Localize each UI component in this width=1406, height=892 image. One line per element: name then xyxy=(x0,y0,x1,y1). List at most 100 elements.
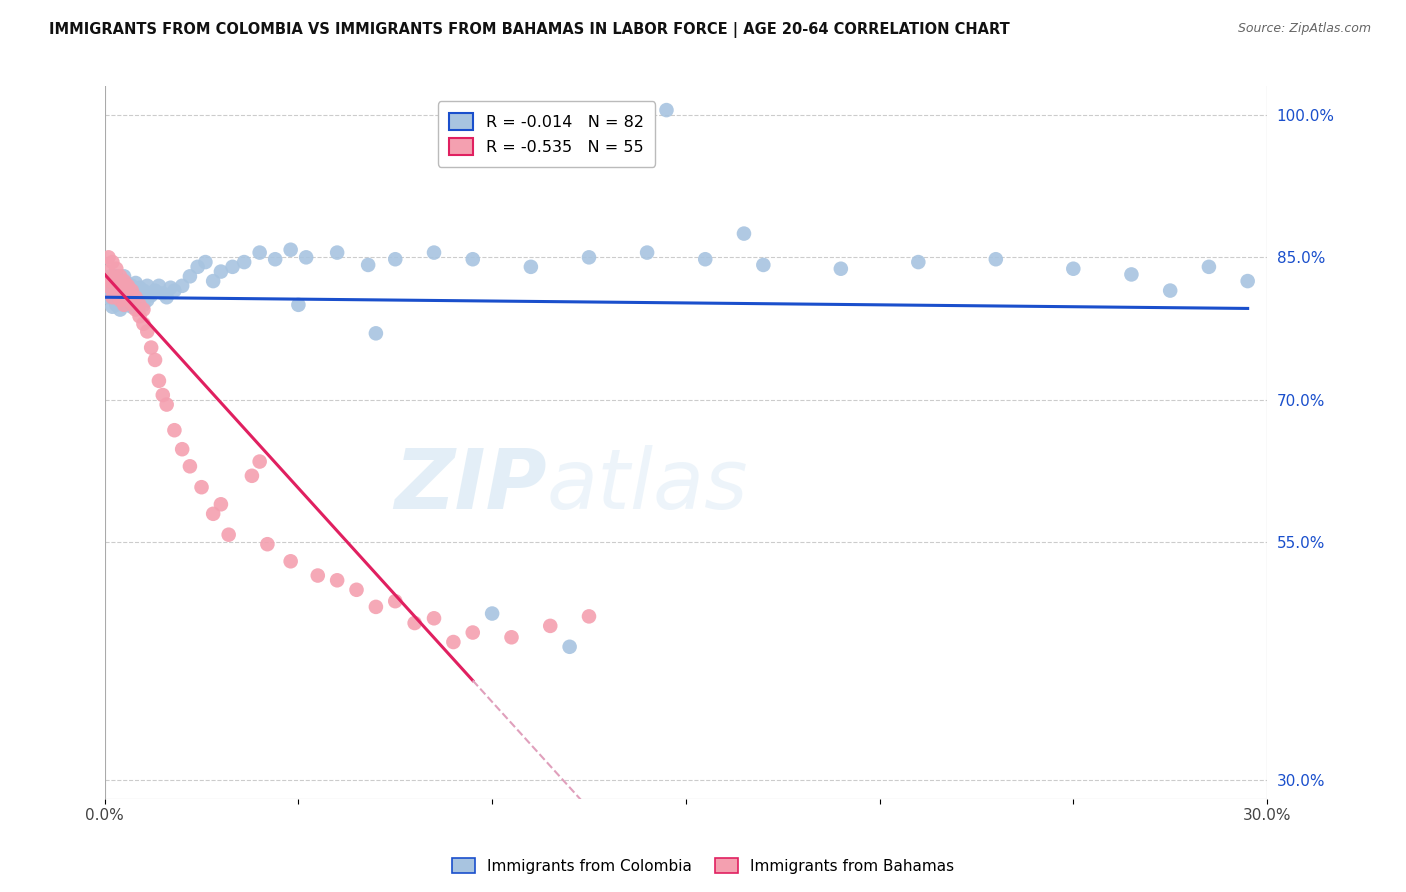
Point xyxy=(520,260,543,274)
Point xyxy=(163,284,186,298)
Point xyxy=(221,260,243,274)
Point xyxy=(101,271,124,285)
Point xyxy=(202,507,225,521)
Point xyxy=(117,286,139,301)
Point xyxy=(280,554,302,568)
Point xyxy=(461,625,484,640)
Point xyxy=(111,288,134,302)
Point xyxy=(159,281,181,295)
Point xyxy=(364,599,387,614)
Point xyxy=(209,497,232,511)
Point xyxy=(107,291,129,305)
Point xyxy=(112,269,135,284)
Point xyxy=(636,245,658,260)
Point xyxy=(357,258,380,272)
Point xyxy=(136,278,159,293)
Point xyxy=(97,250,120,264)
Point xyxy=(538,619,561,633)
Point xyxy=(121,284,143,298)
Point xyxy=(101,277,124,291)
Point xyxy=(1236,274,1258,288)
Point xyxy=(249,454,271,468)
Point xyxy=(101,290,124,304)
Point xyxy=(295,250,318,264)
Point xyxy=(233,255,256,269)
Point xyxy=(187,260,209,274)
Point xyxy=(105,261,128,276)
Point xyxy=(264,252,287,267)
Point xyxy=(112,286,135,301)
Point xyxy=(830,261,852,276)
Point xyxy=(128,310,150,324)
Point xyxy=(179,459,201,474)
Point xyxy=(152,286,174,301)
Text: ZIP: ZIP xyxy=(394,445,547,525)
Point xyxy=(240,468,263,483)
Point xyxy=(307,568,329,582)
Point xyxy=(108,284,131,298)
Point xyxy=(105,288,128,302)
Point xyxy=(190,480,212,494)
Point xyxy=(124,285,146,300)
Point xyxy=(96,278,118,293)
Point xyxy=(578,609,600,624)
Point xyxy=(112,284,135,298)
Point xyxy=(249,245,271,260)
Point xyxy=(163,423,186,437)
Point xyxy=(136,325,159,339)
Point xyxy=(101,255,124,269)
Point xyxy=(346,582,368,597)
Point xyxy=(108,293,131,307)
Point xyxy=(143,284,166,298)
Point xyxy=(97,281,120,295)
Point xyxy=(404,615,426,630)
Point xyxy=(152,388,174,402)
Point xyxy=(752,258,775,272)
Point xyxy=(156,398,179,412)
Point xyxy=(117,298,139,312)
Point xyxy=(1198,260,1220,274)
Point xyxy=(108,293,131,307)
Point xyxy=(105,274,128,288)
Legend: R = -0.014   N = 82, R = -0.535   N = 55: R = -0.014 N = 82, R = -0.535 N = 55 xyxy=(437,102,655,167)
Point xyxy=(578,250,600,264)
Point xyxy=(256,537,278,551)
Point xyxy=(384,252,406,267)
Text: Source: ZipAtlas.com: Source: ZipAtlas.com xyxy=(1237,22,1371,36)
Point xyxy=(132,302,155,317)
Point xyxy=(124,290,146,304)
Point xyxy=(132,284,155,298)
Point xyxy=(481,607,503,621)
Point xyxy=(179,269,201,284)
Text: atlas: atlas xyxy=(547,445,748,525)
Point xyxy=(105,278,128,293)
Point xyxy=(121,288,143,302)
Point xyxy=(97,264,120,278)
Point xyxy=(105,284,128,298)
Point xyxy=(148,374,170,388)
Text: IMMIGRANTS FROM COLOMBIA VS IMMIGRANTS FROM BAHAMAS IN LABOR FORCE | AGE 20-64 C: IMMIGRANTS FROM COLOMBIA VS IMMIGRANTS F… xyxy=(49,22,1010,38)
Point xyxy=(202,274,225,288)
Point xyxy=(97,290,120,304)
Point xyxy=(1121,268,1143,282)
Point xyxy=(121,300,143,314)
Point xyxy=(218,527,240,541)
Point xyxy=(156,290,179,304)
Point xyxy=(194,255,217,269)
Point xyxy=(117,290,139,304)
Point xyxy=(1062,261,1084,276)
Point xyxy=(121,296,143,310)
Point xyxy=(209,264,232,278)
Point xyxy=(108,274,131,288)
Point xyxy=(100,286,122,301)
Point xyxy=(907,255,929,269)
Point xyxy=(112,274,135,288)
Point xyxy=(124,302,146,317)
Point xyxy=(733,227,755,241)
Point xyxy=(695,252,717,267)
Point xyxy=(124,295,146,310)
Point xyxy=(117,277,139,291)
Point xyxy=(143,352,166,367)
Point xyxy=(117,278,139,293)
Point xyxy=(105,269,128,284)
